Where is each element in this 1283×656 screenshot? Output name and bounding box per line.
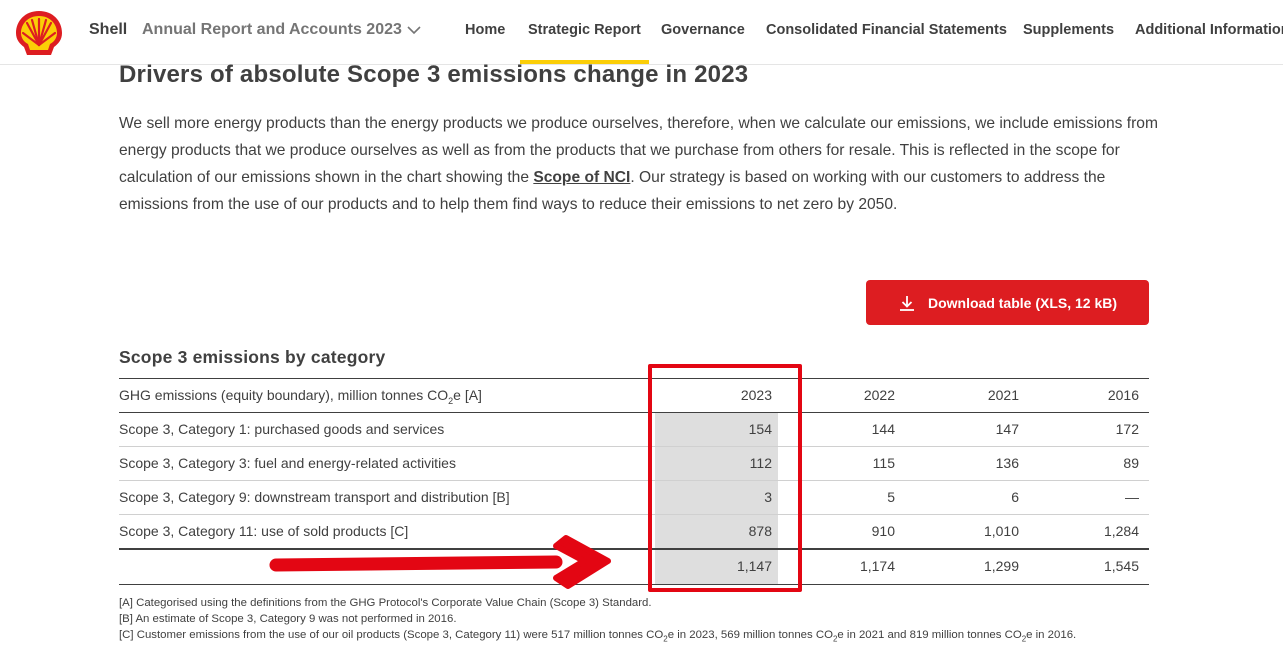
- cell: 112: [749, 455, 772, 471]
- section-title: Drivers of absolute Scope 3 emissions ch…: [119, 61, 749, 88]
- nav-consolidated-financial-statements[interactable]: Consolidated Financial Statements: [766, 22, 1007, 38]
- cell: 1,010: [983, 523, 1019, 539]
- footnote-b: [B] An estimate of Scope 3, Category 9 w…: [119, 613, 457, 625]
- red-highlight-box-annotation: [648, 364, 802, 592]
- cell: —: [1125, 489, 1139, 505]
- total-cell: 1,299: [983, 558, 1019, 574]
- footnote-c: [C] Customer emissions from the use of o…: [119, 629, 1077, 644]
- cell: 147: [995, 421, 1019, 437]
- cell: 172: [1115, 421, 1139, 437]
- cell: 3: [764, 489, 772, 505]
- cell: 115: [872, 455, 895, 471]
- active-nav-indicator: [520, 60, 649, 64]
- cell: 5: [887, 489, 895, 505]
- row-label: Scope 3, Category 1: purchased goods and…: [119, 421, 445, 437]
- row-label: Scope 3, Category 3: fuel and energy-rel…: [119, 455, 456, 471]
- top-navigation-bar: Shell Annual Report and Accounts 2023 Ho…: [0, 0, 1283, 65]
- scope3-emissions-table: GHG emissions (equity boundary), million…: [119, 378, 1149, 585]
- header-year-2021: 2021: [987, 387, 1019, 403]
- shell-logo-icon[interactable]: [13, 9, 65, 57]
- header-year-2023: 2023: [740, 387, 772, 403]
- nav-governance[interactable]: Governance: [661, 22, 745, 38]
- cell: 6: [1011, 489, 1019, 505]
- cell: 89: [1123, 455, 1139, 471]
- intro-paragraph: We sell more energy products than the en…: [119, 115, 1158, 213]
- download-table-button[interactable]: Download table (XLS, 12 kB): [866, 280, 1149, 325]
- table-title: Scope 3 emissions by category: [119, 347, 386, 367]
- header-year-2022: 2022: [863, 387, 895, 403]
- footnote-a: [A] Categorised using the definitions fr…: [119, 597, 652, 609]
- nav-additional-information[interactable]: Additional Information: [1135, 22, 1283, 38]
- nav-home[interactable]: Home: [465, 22, 506, 38]
- nav-strategic-report[interactable]: Strategic Report: [528, 22, 641, 38]
- total-cell: 1,174: [859, 558, 895, 574]
- highlighted-2023-column: [655, 412, 778, 585]
- table-row: Scope 3, Category 1: purchased goods and…: [119, 413, 1149, 446]
- download-button-label: Download table (XLS, 12 kB): [927, 294, 1118, 311]
- total-cell: 1,545: [1103, 558, 1139, 574]
- cell: 136: [995, 455, 1019, 471]
- table-row: Scope 3, Category 11: use of sold produc…: [119, 514, 1149, 548]
- scope-of-nci-link[interactable]: Scope of NCI: [533, 169, 631, 186]
- download-icon: [899, 295, 914, 311]
- table-row: Scope 3, Category 3: fuel and energy-rel…: [119, 446, 1149, 480]
- cell: 1,284: [1103, 523, 1139, 539]
- report-title-dropdown[interactable]: Annual Report and Accounts 2023: [142, 21, 402, 38]
- chevron-down-icon[interactable]: [406, 24, 422, 36]
- cell: 878: [748, 523, 772, 539]
- brand-name[interactable]: Shell: [89, 21, 128, 38]
- header-label: GHG emissions (equity boundary), million…: [119, 387, 482, 406]
- table-row: Scope 3, Category 9: downstream transpor…: [119, 480, 1149, 514]
- header-year-2016: 2016: [1107, 387, 1139, 403]
- row-label: Scope 3, Category 9: downstream transpor…: [119, 489, 510, 505]
- cell: 910: [871, 523, 895, 539]
- cell: 154: [748, 421, 772, 437]
- nav-supplements[interactable]: Supplements: [1023, 22, 1115, 38]
- table-total-row: 1,147 1,174 1,299 1,545: [119, 548, 1149, 585]
- table-header-row: GHG emissions (equity boundary), million…: [119, 378, 1149, 413]
- row-label: Scope 3, Category 11: use of sold produc…: [119, 523, 409, 539]
- cell: 144: [871, 421, 895, 437]
- red-arrow-annotation: [269, 535, 611, 589]
- total-cell: 1,147: [736, 558, 772, 574]
